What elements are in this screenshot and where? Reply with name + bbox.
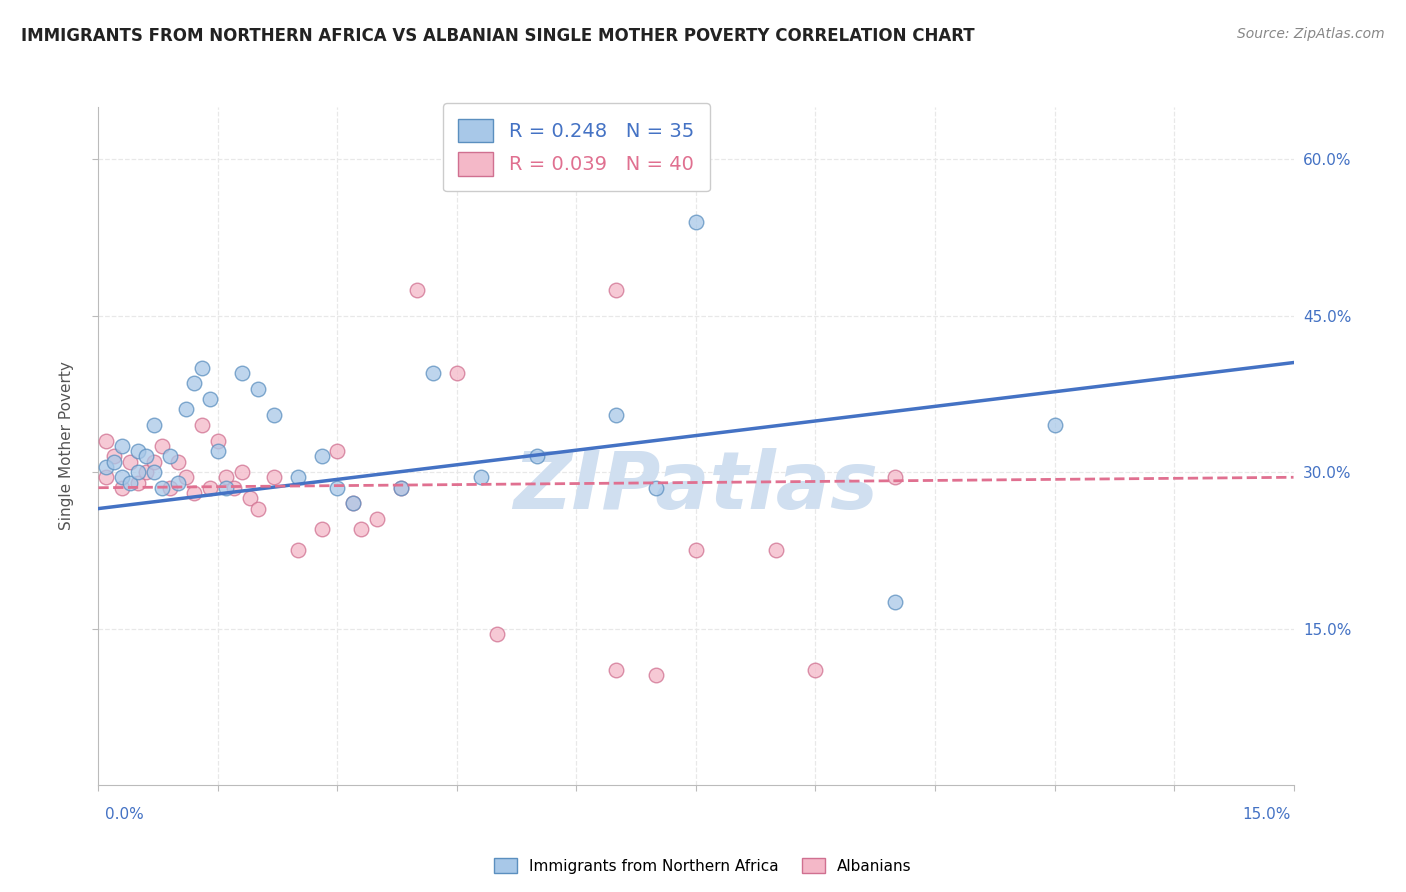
Point [127, 465, 149, 479]
Point [645, 481, 668, 495]
Text: 0.0%: 0.0% [105, 807, 145, 822]
Point [470, 470, 492, 484]
Point [884, 595, 907, 609]
Point [239, 491, 262, 505]
Text: ZIPatlas: ZIPatlas [513, 448, 879, 525]
Point [174, 470, 197, 484]
Point [159, 450, 181, 464]
Y-axis label: Single Mother Poverty: Single Mother Poverty [59, 361, 75, 531]
Text: IMMIGRANTS FROM NORTHERN AFRICA VS ALBANIAN SINGLE MOTHER POVERTY CORRELATION CH: IMMIGRANTS FROM NORTHERN AFRICA VS ALBAN… [21, 27, 974, 45]
Point [342, 496, 364, 510]
Point [143, 455, 166, 469]
Point [366, 512, 388, 526]
Point [150, 439, 173, 453]
Point [1043, 418, 1066, 433]
Point [263, 408, 285, 422]
Point [389, 481, 412, 495]
Point [222, 481, 245, 495]
Legend: R = 0.248   N = 35, R = 0.039   N = 40: R = 0.248 N = 35, R = 0.039 N = 40 [443, 103, 710, 192]
Point [198, 481, 221, 495]
Point [446, 366, 468, 380]
Point [135, 465, 157, 479]
Point [342, 496, 364, 510]
Point [103, 455, 125, 469]
Point [287, 470, 309, 484]
Point [884, 470, 907, 484]
Point [167, 475, 190, 490]
Point [143, 465, 166, 479]
Point [183, 486, 205, 500]
Point [120, 475, 142, 490]
Point [605, 283, 627, 297]
Point [765, 543, 787, 558]
Point [326, 481, 349, 495]
Point [207, 434, 229, 448]
Point [311, 450, 333, 464]
Point [246, 501, 269, 516]
Point [183, 376, 205, 391]
Point [526, 450, 548, 464]
Point [111, 470, 134, 484]
Point [120, 455, 142, 469]
Point [135, 450, 157, 464]
Point [96, 434, 118, 448]
Point [191, 360, 214, 375]
Point [174, 402, 197, 417]
Point [111, 481, 134, 495]
Text: Source: ZipAtlas.com: Source: ZipAtlas.com [1237, 27, 1385, 41]
Point [96, 459, 118, 474]
Point [389, 481, 412, 495]
Point [287, 543, 309, 558]
Point [150, 481, 173, 495]
Point [605, 663, 627, 677]
Point [127, 444, 149, 458]
Point [485, 626, 508, 640]
Point [263, 470, 285, 484]
Point [526, 152, 548, 166]
Point [406, 283, 429, 297]
Point [215, 470, 238, 484]
Point [231, 465, 253, 479]
Point [311, 523, 333, 537]
Point [143, 418, 166, 433]
Point [246, 382, 269, 396]
Legend: Immigrants from Northern Africa, Albanians: Immigrants from Northern Africa, Albania… [488, 852, 918, 880]
Text: 15.0%: 15.0% [1243, 807, 1291, 822]
Point [167, 455, 190, 469]
Point [198, 392, 221, 406]
Point [605, 408, 627, 422]
Point [685, 215, 707, 229]
Point [103, 450, 125, 464]
Point [685, 543, 707, 558]
Point [326, 444, 349, 458]
Point [159, 481, 181, 495]
Point [422, 366, 444, 380]
Point [207, 444, 229, 458]
Point [215, 481, 238, 495]
Point [111, 439, 134, 453]
Point [127, 475, 149, 490]
Point [804, 663, 827, 677]
Point [645, 668, 668, 682]
Point [231, 366, 253, 380]
Point [96, 470, 118, 484]
Point [191, 418, 214, 433]
Point [350, 523, 373, 537]
